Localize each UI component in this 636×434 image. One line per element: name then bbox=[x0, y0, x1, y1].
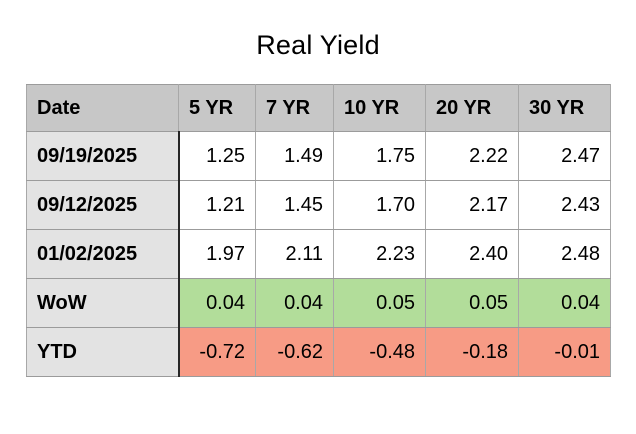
cell-value: 2.23 bbox=[333, 229, 426, 279]
cell-value: 1.45 bbox=[255, 180, 334, 230]
real-yield-table: Date 5 YR 7 YR 10 YR 20 YR 30 YR 09/19/2… bbox=[26, 84, 611, 377]
cell-value: 1.49 bbox=[255, 131, 334, 181]
table-row: 09/12/2025 1.21 1.45 1.70 2.17 2.43 bbox=[26, 180, 611, 230]
cell-value: 1.25 bbox=[178, 131, 256, 181]
column-header-20yr: 20 YR bbox=[425, 84, 519, 132]
column-header-30yr: 30 YR bbox=[518, 84, 611, 132]
chart-title: Real Yield bbox=[256, 30, 380, 60]
table-row: 09/19/2025 1.25 1.49 1.75 2.22 2.47 bbox=[26, 131, 611, 181]
cell-value: -0.62 bbox=[255, 327, 334, 377]
cell-value: 1.75 bbox=[333, 131, 426, 181]
cell-value: 2.17 bbox=[425, 180, 519, 230]
column-header-date: Date bbox=[26, 84, 179, 132]
row-label: 09/12/2025 bbox=[26, 180, 180, 230]
cell-value: -0.18 bbox=[425, 327, 519, 377]
cell-value: 0.04 bbox=[518, 278, 611, 328]
cell-value: -0.01 bbox=[518, 327, 611, 377]
cell-value: 0.04 bbox=[178, 278, 256, 328]
header-row: Date 5 YR 7 YR 10 YR 20 YR 30 YR bbox=[26, 84, 611, 132]
cell-value: 2.47 bbox=[518, 131, 611, 181]
row-label: WoW bbox=[26, 278, 180, 328]
column-header-7yr: 7 YR bbox=[255, 84, 334, 132]
cell-value: 1.70 bbox=[333, 180, 426, 230]
cell-value: 1.97 bbox=[178, 229, 256, 279]
column-header-5yr: 5 YR bbox=[178, 84, 256, 132]
cell-value: 2.48 bbox=[518, 229, 611, 279]
cell-value: -0.48 bbox=[333, 327, 426, 377]
cell-value: 2.43 bbox=[518, 180, 611, 230]
cell-value: 0.05 bbox=[425, 278, 519, 328]
cell-value: 1.21 bbox=[178, 180, 256, 230]
cell-value: 0.04 bbox=[255, 278, 334, 328]
cell-value: -0.72 bbox=[178, 327, 256, 377]
row-label: YTD bbox=[26, 327, 180, 377]
table-row-wow: WoW 0.04 0.04 0.05 0.05 0.04 bbox=[26, 278, 611, 328]
cell-value: 0.05 bbox=[333, 278, 426, 328]
row-label: 09/19/2025 bbox=[26, 131, 180, 181]
column-header-10yr: 10 YR bbox=[333, 84, 426, 132]
cell-value: 2.22 bbox=[425, 131, 519, 181]
cell-value: 2.40 bbox=[425, 229, 519, 279]
row-label: 01/02/2025 bbox=[26, 229, 180, 279]
table-row: 01/02/2025 1.97 2.11 2.23 2.40 2.48 bbox=[26, 229, 611, 279]
cell-value: 2.11 bbox=[255, 229, 334, 279]
table-row-ytd: YTD -0.72 -0.62 -0.48 -0.18 -0.01 bbox=[26, 327, 611, 377]
